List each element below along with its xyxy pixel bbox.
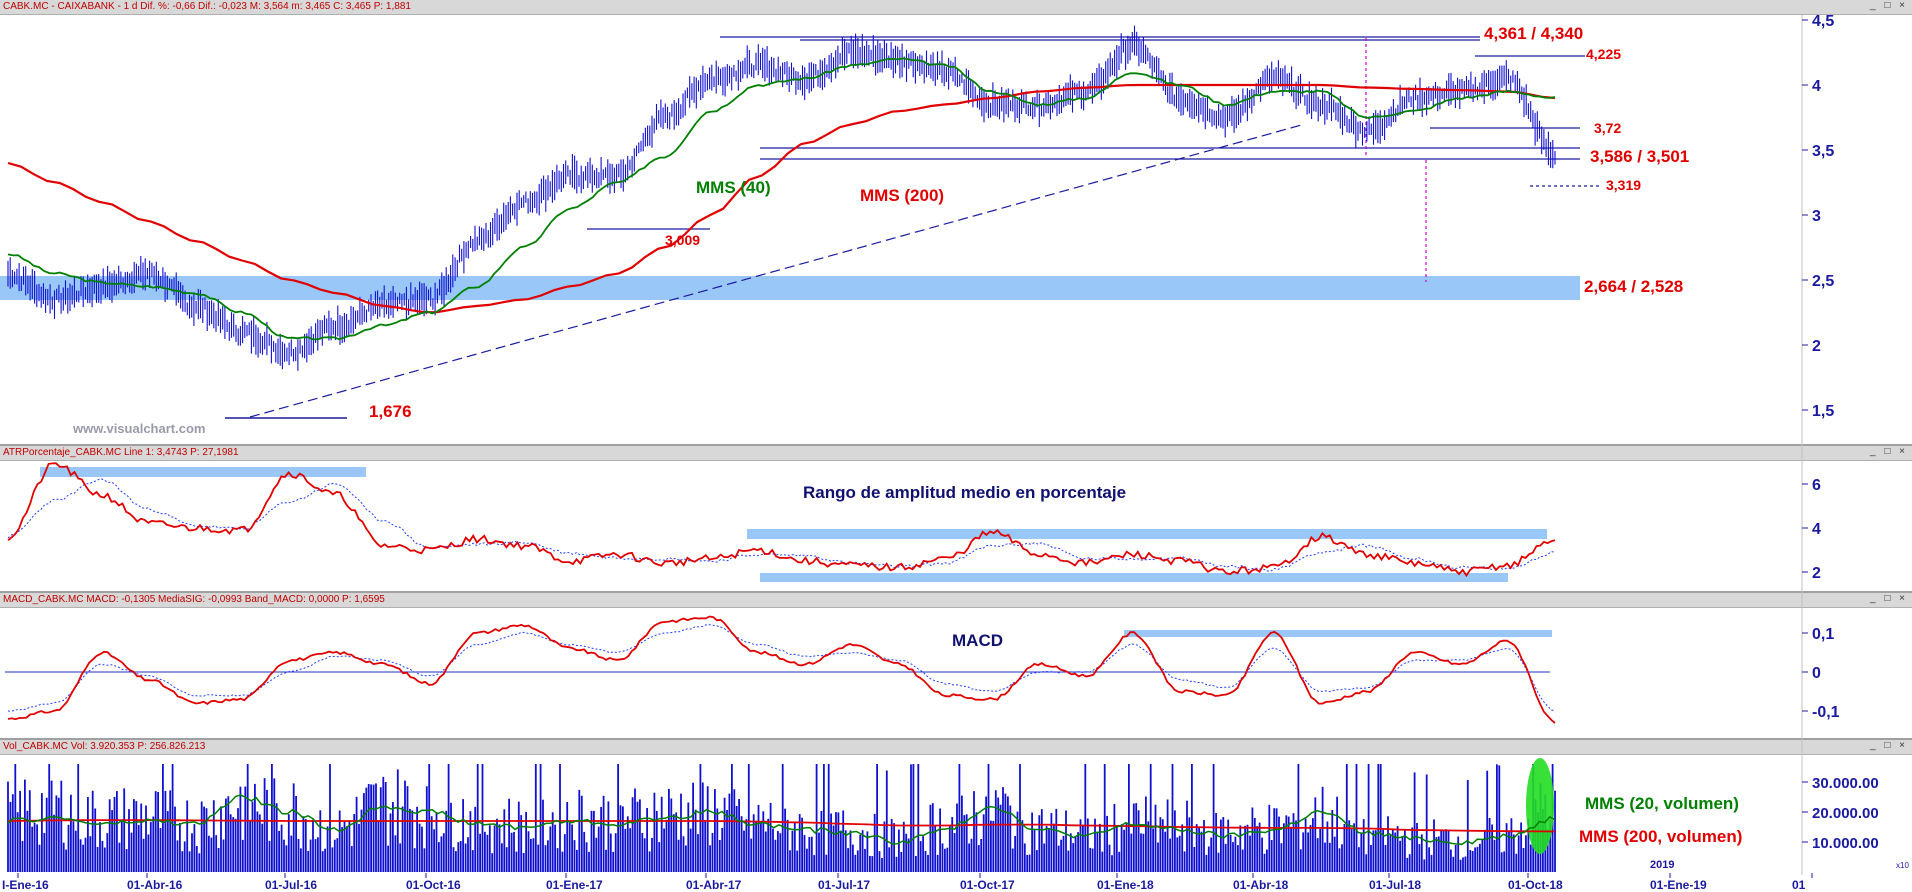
level-1676-label: 1,676 [369,402,412,421]
vol-mms20-line [7,794,1556,846]
level-3009-label: 3,009 [665,232,700,248]
x-axis-corner: x10 [1896,861,1909,870]
x-axis-label: 01-Oct-16 [406,878,461,892]
price-pane-title: CABK.MC - CAIXABANK - 1 d Dif. %: -0,66 … [3,1,411,12]
support-band [0,276,1580,300]
price-pane-header: CABK.MC - CAIXABANK - 1 d Dif. %: -0,66 … [0,0,1912,15]
level-3319-label: 3,319 [1606,177,1641,193]
mms40-line [7,57,1556,341]
atr-pane-label: Rango de amplitud medio en porcentaje [803,483,1126,502]
x-axis-label: 01-Ene-17 [546,878,603,892]
x-axis-label: 01-Abr-16 [127,878,183,892]
x-axis-label: 01-Jul-16 [265,878,317,892]
volume-pane: Vol_CABK.MC Vol: 3.920.353 P: 256.826.21… [0,740,1912,892]
pane-divider[interactable] [0,444,1912,446]
macd-pane-header: MACD_CABK.MC MACD: -0,1305 MediaSIG: -0,… [0,593,1912,608]
pane-divider[interactable] [0,591,1912,593]
macd-y-tick: 0 [1812,665,1821,682]
x-axis-label: 01-Jul-17 [818,878,870,892]
vol-mms200-label: MMS (200, volumen) [1579,827,1742,846]
macd-pane-title: MACD_CABK.MC MACD: -0,1305 MediaSIG: -0,… [3,594,385,605]
x-axis-label: 01-Abr-17 [686,878,742,892]
atr-window-buttons[interactable]: _ □ × [1870,446,1908,457]
atr-pane-title: ATRPorcentaje_CABK.MC Line 1: 3,4743 P: … [3,447,239,458]
price-y-tick: 3 [1812,208,1821,225]
price-y-tick: 4 [1812,78,1821,95]
price-pane: CABK.MC - CAIXABANK - 1 d Dif. %: -0,66 … [0,0,1912,444]
watermark: www.visualchart.com [72,421,205,436]
mms40-label: MMS (40) [696,178,771,197]
x-axis-label: 01-Oct-17 [960,878,1015,892]
macd-pane-label: MACD [952,631,1003,650]
x-axis-label: 01-Jul-18 [1369,878,1421,892]
mms200-line [7,83,1556,314]
macd-line [7,615,1556,724]
level-372-label: 3,72 [1594,120,1621,136]
price-y-tick: 1,5 [1812,403,1834,420]
x-axis-label: 01-Abr-18 [1233,878,1289,892]
volume-pane-header: Vol_CABK.MC Vol: 3.920.353 P: 256.826.21… [0,740,1912,755]
volume-y-tick: 20.000.00 [1812,805,1879,822]
x-axis-label: 01-Ene-18 [1097,878,1154,892]
level-4361-label: 4,361 / 4,340 [1484,24,1583,43]
level-4225-label: 4,225 [1586,46,1621,62]
atr-y-tick: 2 [1812,565,1821,582]
price-y-tick: 3,5 [1812,143,1834,160]
price-y-tick: 4,5 [1812,13,1834,30]
x-axis-label: 01 [1792,878,1806,892]
x-axis-year-label: 2019 [1650,859,1674,871]
x-axis-label: 01-Ene-19 [1650,878,1707,892]
level-2664-label: 2,664 / 2,528 [1584,277,1683,296]
atr-signal-line [7,478,1556,572]
volume-pane-title: Vol_CABK.MC Vol: 3.920.353 P: 256.826.21… [3,741,206,752]
atr-y-tick: 4 [1812,521,1821,538]
atr-y-tick: 6 [1812,477,1821,494]
pane-divider[interactable] [0,738,1912,740]
atr-line [7,462,1556,578]
mms200-label: MMS (200) [860,186,944,205]
vol-mms200-line [7,819,1556,833]
volume-window-buttons[interactable]: _ □ × [1870,740,1908,751]
price-window-buttons[interactable]: _ □ × [1870,0,1908,11]
x-axis-label: 01-Oct-18 [1508,878,1563,892]
price-y-tick: 2 [1812,338,1821,355]
volume-y-tick: 30.000.00 [1812,775,1879,792]
level-3586-label: 3,586 / 3,501 [1590,147,1689,166]
macd-window-buttons[interactable]: _ □ × [1870,593,1908,604]
price-y-tick: 2,5 [1812,273,1834,290]
macd-pane: MACD_CABK.MC MACD: -0,1305 MediaSIG: -0,… [0,593,1912,738]
macd-y-tick: 0,1 [1812,626,1834,643]
atr-pane-header: ATRPorcentaje_CABK.MC Line 1: 3,4743 P: … [0,446,1912,461]
x-axis-label: I-Ene-16 [2,878,49,892]
volume-spike-highlight [1526,758,1554,854]
vol-mms20-label: MMS (20, volumen) [1585,794,1739,813]
volume-y-tick: 10.000.00 [1812,835,1879,852]
macd-y-tick: -0,1 [1812,704,1840,721]
